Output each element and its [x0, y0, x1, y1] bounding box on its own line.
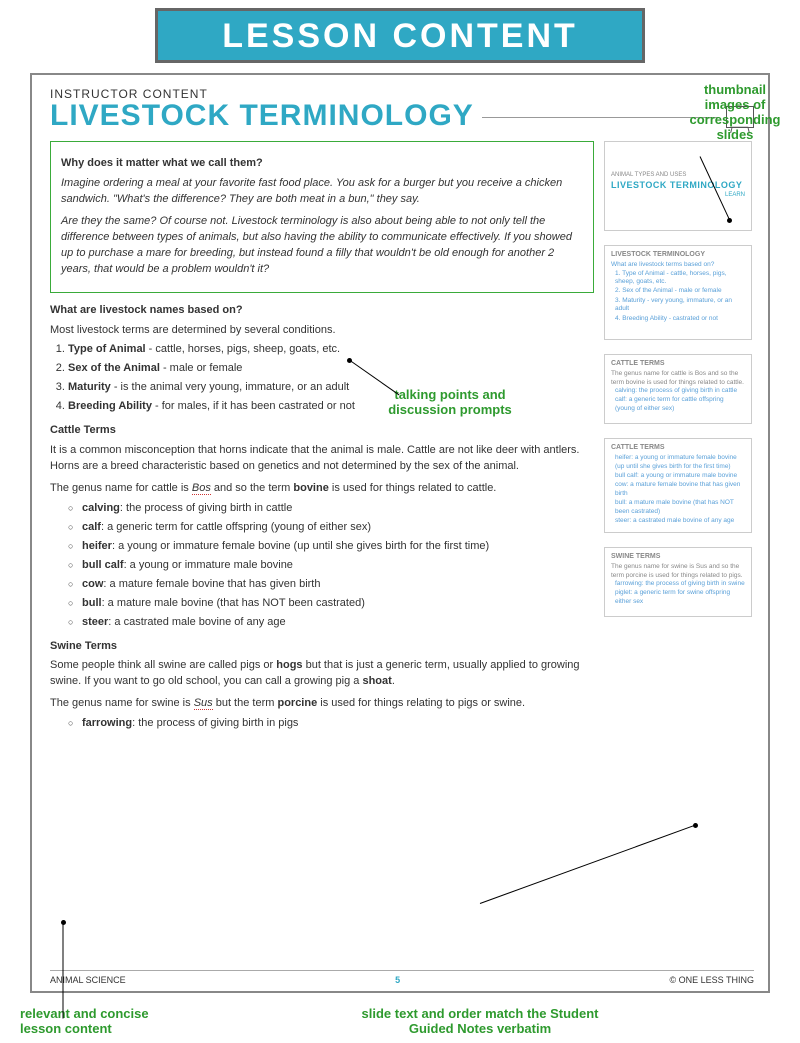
thumbnail-column: ANIMAL TYPES AND USES LIVESTOCK TERMINOL…: [604, 141, 754, 738]
swine-p2: The genus name for swine is Sus but the …: [50, 696, 594, 712]
footer-left: ANIMAL SCIENCE: [50, 975, 126, 985]
content-column: Why does it matter what we call them? Im…: [50, 141, 594, 738]
title-row: LIVESTOCK TERMINOLOGY: [50, 101, 754, 133]
list-item: Type of Animal - cattle, horses, pigs, s…: [68, 342, 594, 358]
page-footer: ANIMAL SCIENCE 5 © ONE LESS THING: [50, 970, 754, 985]
lesson-banner: LESSON CONTENT: [155, 8, 645, 63]
list-item: bull calf: a young or immature male bovi…: [68, 558, 594, 574]
footer-page: 5: [395, 975, 400, 985]
swine-terms: farrowing: the process of giving birth i…: [68, 716, 594, 732]
slide-thumb-5: SWINE TERMS The genus name for swine is …: [604, 547, 752, 617]
list-item: calf: a generic term for cattle offsprin…: [68, 520, 594, 536]
discussion-q: Why does it matter what we call them?: [61, 156, 583, 172]
discussion-p1: Imagine ordering a meal at your favorite…: [61, 176, 583, 208]
footer-right: © ONE LESS THING: [669, 975, 754, 985]
document-page: INSTRUCTOR CONTENT LIVESTOCK TERMINOLOGY…: [30, 73, 770, 993]
slide-thumb-4: CATTLE TERMS heifer: a young or immature…: [604, 438, 752, 533]
list-item: heifer: a young or immature female bovin…: [68, 539, 594, 555]
cattle-p1: It is a common misconception that horns …: [50, 443, 594, 475]
annot-talk: talking points and discussion prompts: [380, 388, 520, 418]
list-item: steer: a castrated male bovine of any ag…: [68, 615, 594, 631]
callout-dot: [727, 218, 732, 223]
callout-line: [63, 924, 64, 1019]
based-q: What are livestock names based on?: [50, 303, 594, 319]
cattle-p2: The genus name for cattle is Bos and so …: [50, 481, 594, 497]
banner-text: LESSON CONTENT: [158, 17, 642, 56]
list-item: Sex of the Animal - male or female: [68, 361, 594, 377]
slide-thumb-2: LIVESTOCK TERMINOLOGY What are livestock…: [604, 245, 752, 340]
main-columns: Why does it matter what we call them? Im…: [50, 141, 754, 738]
discussion-box: Why does it matter what we call them? Im…: [50, 141, 594, 293]
callout-dot: [347, 358, 352, 363]
swine-head: Swine Terms: [50, 639, 594, 655]
list-item: bull: a mature male bovine (that has NOT…: [68, 596, 594, 612]
lesson-title: LIVESTOCK TERMINOLOGY: [50, 99, 474, 133]
annot-thumb: thumbnail images of corresponding slides: [680, 83, 790, 143]
slide-thumb-3: CATTLE TERMS The genus name for cattle i…: [604, 354, 752, 424]
cattle-terms: calving: the process of giving birth in …: [68, 501, 594, 631]
callout-dot: [693, 823, 698, 828]
list-item: cow: a mature female bovine that has giv…: [68, 577, 594, 593]
list-item: farrowing: the process of giving birth i…: [68, 716, 594, 732]
annot-relevant: relevant and concise lesson content: [20, 1007, 180, 1037]
list-item: calving: the process of giving birth in …: [68, 501, 594, 517]
swine-p1: Some people think all swine are called p…: [50, 658, 594, 690]
cattle-head: Cattle Terms: [50, 423, 594, 439]
discussion-p2: Are they the same? Of course not. Livest…: [61, 214, 583, 278]
based-intro: Most livestock terms are determined by s…: [50, 323, 594, 339]
annot-slidetext: slide text and order match the Student G…: [350, 1007, 610, 1037]
callout-dot: [61, 920, 66, 925]
